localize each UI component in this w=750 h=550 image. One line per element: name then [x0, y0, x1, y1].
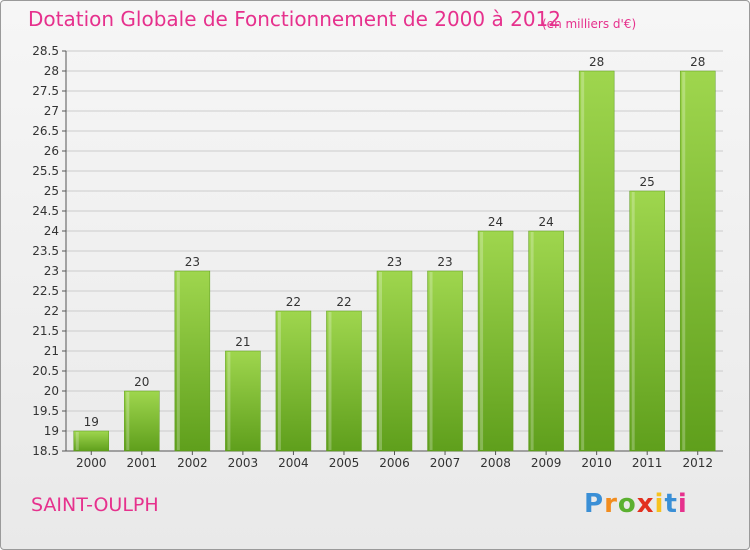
- bar: [629, 190, 665, 452]
- value-label: 28: [589, 55, 604, 69]
- x-tick-label: 2000: [76, 456, 107, 470]
- value-label: 22: [286, 295, 301, 309]
- bar-highlight: [631, 192, 635, 450]
- y-tick-label: 23.5: [32, 244, 59, 258]
- x-tick-label: 2007: [430, 456, 461, 470]
- bar: [477, 230, 514, 452]
- x-tick-label: 2011: [632, 456, 663, 470]
- y-tick-label: 24.5: [32, 204, 59, 218]
- y-tick-label: 21.5: [32, 324, 59, 338]
- bar-highlight: [227, 352, 231, 450]
- y-axis-ticks: 18.5 19 19.5 20 20.5 21 21.5 22 22.5 23 23.5 24 24.5…: [32, 44, 59, 458]
- x-tick-label: 2010: [581, 456, 612, 470]
- bar: [275, 310, 312, 452]
- y-tick-label: 19.5: [32, 404, 59, 418]
- bar: [578, 70, 615, 452]
- y-tick-label: 25.5: [32, 164, 59, 178]
- value-label: 24: [538, 215, 553, 229]
- x-tick-label: 2005: [329, 456, 360, 470]
- bar-highlight: [176, 272, 180, 450]
- y-tick-label: 28: [44, 64, 59, 78]
- logo-letter: o: [617, 489, 637, 519]
- bar-highlight: [75, 432, 79, 450]
- value-label: 21: [235, 335, 250, 349]
- value-label: 22: [336, 295, 351, 309]
- unit-note: (en milliers d'€): [542, 17, 637, 31]
- y-tick-label: 21: [44, 344, 59, 358]
- y-tick-label: 28.5: [32, 44, 59, 58]
- commune-name: SAINT-OULPH: [31, 494, 159, 516]
- y-tick-label: 24: [44, 224, 59, 238]
- value-label: 23: [387, 255, 402, 269]
- bar-highlight: [429, 272, 433, 450]
- bar: [376, 270, 413, 452]
- x-tick-label: 2004: [278, 456, 309, 470]
- value-label: 23: [437, 255, 452, 269]
- bar: [427, 270, 463, 452]
- x-tick-label: 2006: [379, 456, 410, 470]
- bar-highlight: [480, 232, 484, 450]
- value-label: 25: [640, 175, 655, 189]
- x-axis-ticks: 2000 2001 2002 2003 2004 2005 2006 2007 2008 2009…: [76, 456, 713, 470]
- bar-highlight: [126, 392, 130, 450]
- y-tick-label: 18.5: [32, 444, 59, 458]
- logo-letter: i: [654, 489, 665, 519]
- bar-highlight: [379, 272, 382, 450]
- x-tick-label: 2012: [682, 456, 713, 470]
- y-tick-label: 26.5: [32, 124, 59, 138]
- value-label: 20: [134, 375, 149, 389]
- value-label: 28: [690, 55, 705, 69]
- bars: [73, 70, 716, 452]
- x-tick-label: 2009: [531, 456, 562, 470]
- value-label: 23: [185, 255, 200, 269]
- y-tick-label: 23: [44, 264, 59, 278]
- logo-letter: t: [664, 489, 678, 519]
- bar-highlight: [581, 72, 585, 450]
- bar-highlight: [277, 312, 281, 450]
- x-tick-label: 2002: [177, 456, 208, 470]
- y-tick-label: 19: [44, 424, 59, 438]
- y-tick-label: 20: [44, 384, 59, 398]
- bar: [528, 230, 564, 452]
- y-tick-label: 27.5: [32, 84, 59, 98]
- y-tick-label: 26: [44, 144, 59, 158]
- bar-highlight: [682, 72, 686, 450]
- y-tick-label: 27: [44, 104, 59, 118]
- y-tick-label: 22.5: [32, 284, 59, 298]
- logo-letter: r: [604, 489, 618, 519]
- proxiti-logo: Proxiti: [584, 489, 688, 519]
- bar: [73, 430, 110, 452]
- value-label: 24: [488, 215, 503, 229]
- bar-highlight: [530, 232, 534, 450]
- y-tick-label: 25: [44, 184, 59, 198]
- logo-letter: x: [636, 489, 655, 519]
- bar: [124, 390, 160, 452]
- bar: [679, 70, 716, 452]
- x-tick-label: 2001: [127, 456, 158, 470]
- bar: [174, 270, 211, 452]
- chart-title: Dotation Globale de Fonctionnement de 20…: [28, 7, 561, 31]
- value-label: 19: [84, 415, 99, 429]
- y-tick-label: 22: [44, 304, 59, 318]
- value-labels: 19 20 23 21 22 22 23 23 24 24 28 25 28: [84, 55, 706, 429]
- logo-letter: i: [677, 489, 688, 519]
- bar: [326, 310, 362, 452]
- y-tick-label: 20.5: [32, 364, 59, 378]
- x-tick-label: 2003: [228, 456, 259, 470]
- bar-highlight: [328, 312, 332, 450]
- x-tick-label: 2008: [480, 456, 511, 470]
- logo-letter: P: [584, 489, 605, 519]
- bar: [225, 350, 261, 452]
